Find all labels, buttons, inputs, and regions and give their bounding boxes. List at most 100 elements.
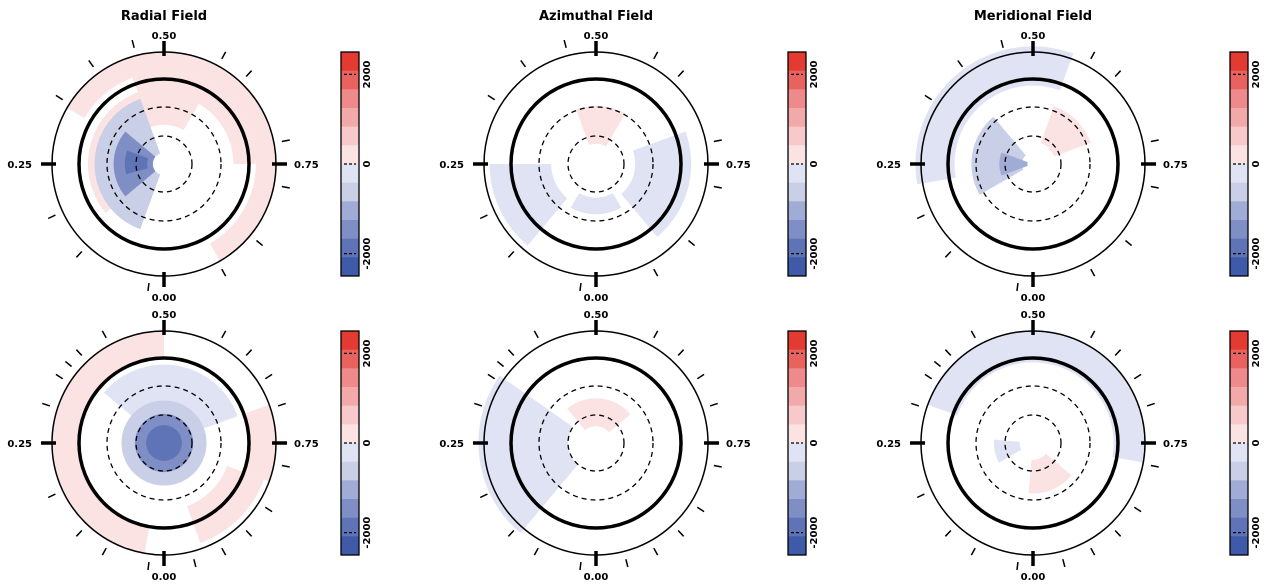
radial-top-colorbar-tick-label-1: 0 (362, 160, 373, 167)
azimuthal-bottom-obs-tick-6 (496, 360, 505, 368)
azimuthal-top-phase-label-left: 0.25 (439, 160, 464, 171)
meridional-top-colorbar-band-10 (1230, 238, 1248, 258)
meridional-top-colorbar-band-9 (1230, 220, 1248, 240)
meridional-bottom-colorbar-tick-label-0: 2000 (1251, 339, 1262, 367)
azimuthal-top-spot-1 (489, 164, 568, 246)
radial-bottom-colorbar-band-2 (341, 368, 359, 388)
meridional-bottom-spot-0 (927, 331, 1145, 463)
radial-top-obs-tick-8 (281, 139, 290, 143)
radial-top-colorbar-band-0 (341, 52, 359, 72)
meridional-top-obs-tick-5 (1000, 39, 1004, 48)
azimuthal-bottom-obs-tick-15 (677, 529, 685, 537)
meridional-bottom-colorbar-band-6 (1230, 443, 1248, 463)
meridional-top-spot-2 (971, 116, 1026, 195)
azimuthal-bottom-colorbar-band-10 (788, 517, 806, 537)
meridional-bottom-obs-tick-9 (1090, 330, 1096, 339)
azimuthal-bottom-colorbar-band-7 (788, 461, 806, 481)
azimuthal-top-obs-tick-8 (713, 139, 722, 143)
azimuthal-bottom-obs-tick-11 (696, 373, 705, 380)
meridional-bottom-obs-tick-12 (1146, 402, 1155, 407)
meridional-bottom-colorbar-tick-label-1: 0 (1251, 439, 1262, 446)
radial-bottom-colorbar-tick-label-2: -2000 (362, 517, 373, 549)
azimuthal-bottom-phase-label-left: 0.25 (439, 439, 464, 450)
azimuthal-bottom-colorbar-band-11 (788, 536, 806, 556)
meridional-top-phase-label-right: 0.75 (1163, 160, 1188, 171)
azimuthal-bottom-colorbar-tick-label-2: -2000 (809, 517, 820, 549)
radial-bottom-obs-tick-3 (47, 493, 56, 499)
azimuthal-bottom-colorbar-tick-label-1: 0 (809, 439, 820, 446)
azimuthal-top-colorbar-tick-label-0: 2000 (809, 60, 820, 88)
azimuthal-top-colorbar-band-3 (788, 108, 806, 128)
meridional-bottom-obs-tick-5 (924, 373, 933, 380)
meridional-top-phase-label-left: 0.25 (876, 160, 901, 171)
azimuthal-top-obs-tick-5 (563, 39, 567, 48)
radial-bottom-obs-tick-15 (245, 529, 253, 537)
azimuthal-bottom-colorbar-tick-label-0: 2000 (809, 339, 820, 367)
azimuthal-bottom-spot-0 (478, 375, 579, 534)
meridional-bottom-colorbar-band-8 (1230, 480, 1248, 500)
meridional-bottom-lat-ring-30 (975, 385, 1091, 501)
azimuthal-top-title: Azimuthal Field (539, 9, 653, 24)
azimuthal-top-colorbar-band-11 (788, 257, 806, 277)
meridional-bottom-colorbar-band-0 (1230, 331, 1248, 351)
radial-top-colorbar-tick-label-2: -2000 (362, 238, 373, 270)
azimuthal-bottom-colorbar-band-5 (788, 424, 806, 444)
radial-top-obs-tick-7 (245, 70, 253, 78)
radial-top-phase-label-top: 0.50 (152, 31, 177, 42)
radial-bottom-phase-label-right: 0.75 (294, 439, 319, 450)
meridional-bottom-colorbar-band-1 (1230, 349, 1248, 369)
meridional-top-colorbar-band-2 (1230, 89, 1248, 109)
meridional-bottom-spot-1 (1028, 453, 1072, 494)
azimuthal-top-phase-label-right: 0.75 (726, 160, 751, 171)
radial-bottom-obs-tick-6 (64, 360, 73, 368)
meridional-top-obs-tick-1 (944, 250, 952, 258)
azimuthal-bottom-obs-tick-1 (533, 547, 539, 556)
meridional-top-colorbar-tick-label-0: 2000 (1251, 60, 1262, 88)
radial-top-colorbar: 2000 0 -2000 (340, 51, 373, 277)
azimuthal-bottom-obs-tick-9 (653, 330, 659, 339)
radial-bottom-spot-0 (52, 331, 165, 554)
radial-bottom-obs-tick-2 (75, 529, 83, 537)
azimuthal-bottom-phase-label-right: 0.75 (726, 439, 751, 450)
meridional-bottom-obs-tick-15 (1114, 529, 1122, 537)
radial-bottom-obs-tick-7 (75, 349, 83, 357)
meridional-bottom-obs-tick-2 (944, 529, 952, 537)
meridional-bottom-equator-ring (946, 356, 1120, 530)
azimuthal-bottom-panel: 0.50 0.00 0.25 0.75 2000 0 -2000 (439, 310, 820, 583)
azimuthal-top-colorbar-band-5 (788, 145, 806, 165)
meridional-bottom-obs-tick-16 (1090, 547, 1096, 556)
radial-bottom-obs-tick-4 (42, 402, 51, 407)
meridional-top-obs-tick-11 (1090, 268, 1096, 277)
meridional-top-obs-tick-3 (924, 94, 933, 101)
azimuthal-bottom-colorbar-band-8 (788, 480, 806, 500)
meridional-top-colorbar-band-6 (1230, 164, 1248, 184)
radial-top-panel: 0.50 0.00 0.25 0.75 Radial Field 2000 0 -2000 (7, 9, 373, 304)
radial-top-lat-ring-30 (106, 106, 222, 222)
azimuthal-top-obs-tick-9 (713, 185, 722, 189)
azimuthal-top-obs-tick-2 (479, 214, 488, 220)
azimuthal-top-spot-3 (570, 193, 622, 215)
meridional-top-title: Meridional Field (974, 9, 1092, 24)
radial-bottom-colorbar-frame (340, 330, 360, 556)
azimuthal-top-colorbar-band-7 (788, 182, 806, 202)
meridional-top-obs-tick-8 (1150, 139, 1159, 143)
radial-bottom-lat-ring-30 (106, 385, 222, 501)
radial-bottom-colorbar-band-3 (341, 387, 359, 407)
azimuthal-top-colorbar-band-2 (788, 89, 806, 109)
meridional-bottom-obs-tick-17 (1062, 559, 1066, 568)
radial-bottom-obs-tick-13 (281, 464, 290, 468)
meridional-top-colorbar-band-5 (1230, 145, 1248, 165)
radial-bottom-obs-tick-5 (55, 373, 64, 380)
azimuthal-top-lat-ring-60 (567, 135, 625, 193)
meridional-top-obs-tick-10 (1124, 239, 1133, 247)
radial-top-colorbar-tick-label-0: 2000 (362, 60, 373, 88)
azimuthal-top-equator-ring (509, 77, 683, 251)
meridional-top-colorbar-tick-label-2: -2000 (1251, 238, 1262, 270)
azimuthal-top-obs-tick-7 (677, 70, 685, 78)
radial-top-colorbar-band-8 (341, 201, 359, 221)
azimuthal-top-spot-2 (621, 131, 692, 237)
meridional-top-spot-0 (915, 46, 1074, 185)
azimuthal-top-phase-label-bottom: 0.00 (584, 293, 609, 304)
meridional-top-obs-tick-9 (1150, 185, 1159, 189)
radial-bottom-colorbar-tick-label-1: 0 (362, 439, 373, 446)
